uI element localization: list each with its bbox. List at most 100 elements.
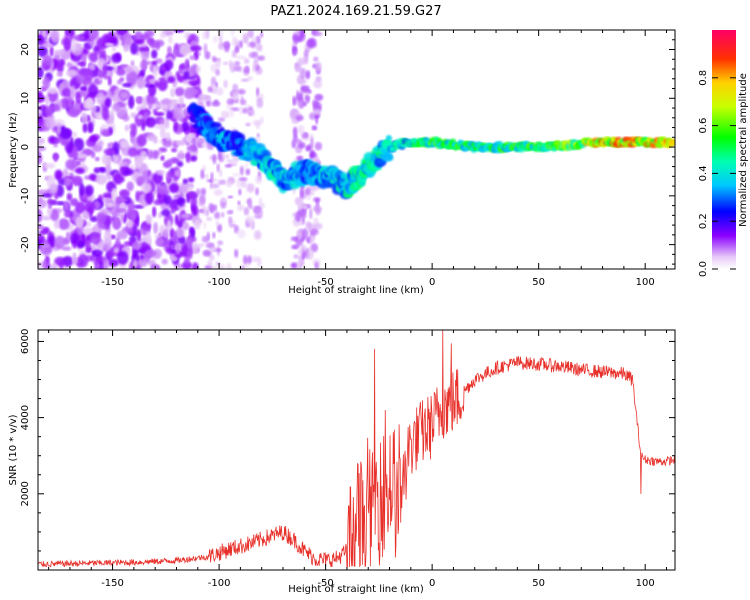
heatmap-noise-blob: [205, 209, 209, 217]
heatmap-noise-blob: [115, 208, 127, 213]
heatmap-noise-blob: [173, 120, 179, 132]
heatmap-noise-blob: [75, 201, 86, 214]
heatmap-noise-blob: [215, 219, 219, 227]
heatmap-noise-blob: [232, 83, 239, 94]
heatmap-noise-blob: [154, 81, 160, 88]
heatmap-noise-blob: [80, 112, 88, 124]
heatmap-noise-blob: [165, 171, 173, 183]
x-tick-label: -150: [101, 277, 124, 288]
heatmap-noise-blob: [207, 86, 213, 93]
heatmap-noise-blob: [135, 156, 143, 168]
heatmap-noise-blob: [85, 184, 94, 196]
heatmap-noise-blob: [243, 69, 249, 73]
heatmap-noise-blob: [255, 207, 263, 219]
heatmap-noise-blob: [234, 45, 240, 54]
heatmap-noise-blob: [147, 149, 154, 160]
heatmap-noise-blob: [293, 254, 299, 259]
heatmap-noise-blob: [254, 175, 263, 184]
heatmap-noise-blob: [303, 49, 309, 57]
heatmap-noise-blob: [45, 95, 50, 107]
heatmap-noise-blob: [202, 173, 209, 179]
heatmap-noise-blob: [307, 248, 314, 260]
snr-x-label: Height of straight line (km): [288, 584, 424, 595]
heatmap-noise-blob: [141, 199, 148, 206]
colorbar: 0.0 0.2 0.4 0.6 0.8 Normalized spectral ampl…: [698, 30, 749, 277]
heatmap-noise-blob: [292, 34, 299, 41]
heatmap-noise-blob: [314, 93, 324, 101]
heatmap-noise-blob: [226, 159, 235, 163]
heatmap-noise-blob: [160, 102, 168, 110]
heatmap-noise-blob: [298, 201, 303, 211]
heatmap-noise-blob: [295, 114, 304, 121]
heatmap-noise-blob: [174, 87, 185, 97]
heatmap-noise-blob: [232, 173, 241, 177]
heatmap-noise-blob: [301, 204, 309, 209]
colorbar-tick-label: 0.6: [698, 118, 709, 134]
heatmap-noise-blob: [253, 58, 259, 66]
heatmap-noise-blob: [62, 255, 74, 267]
heatmap-noise-blob: [54, 256, 66, 267]
heatmap-noise-blob: [242, 107, 248, 114]
heatmap-noise-blob: [38, 230, 47, 235]
heatmap-noise-blob: [73, 34, 85, 42]
heatmap-signal-blob: [210, 121, 222, 129]
heatmap-noise-blob: [161, 258, 168, 265]
heatmap-noise-blob: [138, 242, 150, 253]
heatmap-noise-blob: [238, 188, 242, 196]
heatmap-noise-blob: [202, 249, 212, 257]
heatmap-noise-blob: [180, 213, 191, 219]
heatmap-noise-blob: [82, 122, 88, 133]
heatmap-noise-blob: [187, 177, 195, 183]
heatmap-noise-blob: [252, 258, 261, 262]
heatmap-noise-blob: [45, 119, 56, 129]
heatmap-noise-blob: [75, 215, 85, 228]
heatmap-noise-blob: [312, 99, 319, 108]
x-tick-label: 100: [636, 277, 655, 288]
heatmap-noise-blob: [120, 139, 129, 149]
heatmap-noise-blob: [217, 117, 226, 122]
heatmap-noise-blob: [203, 221, 207, 230]
heatmap-noise-blob: [135, 96, 144, 104]
heatmap-noise-blob: [63, 38, 71, 51]
heatmap-noise-blob: [113, 173, 124, 185]
heatmap-noise-blob: [171, 147, 178, 153]
heatmap-noise-blob: [123, 44, 130, 52]
heatmap-noise-blob: [187, 87, 200, 96]
heatmap-noise-blob: [207, 260, 213, 267]
heatmap-noise-blob: [43, 162, 56, 169]
heatmap-noise-blob: [41, 215, 51, 221]
heatmap-noise-blob: [38, 45, 48, 58]
heatmap-noise-blob: [292, 126, 298, 137]
heatmap-noise-blob: [88, 52, 99, 63]
heatmap-noise-blob: [138, 258, 148, 268]
heatmap-noise-blob: [219, 36, 223, 46]
heatmap-noise-blob: [208, 254, 215, 261]
heatmap-noise-blob: [135, 176, 146, 187]
heatmap-noise-blob: [122, 114, 130, 122]
heatmap-noise-blob: [155, 169, 165, 176]
heatmap-noise-blob: [140, 150, 148, 160]
heatmap-noise-blob: [124, 65, 133, 74]
x-tick-label: -50: [317, 277, 333, 288]
heatmap-noise-blob: [315, 76, 322, 82]
heatmap-noise-blob: [148, 104, 153, 110]
heatmap-noise-blob: [151, 60, 158, 66]
heatmap-noise-blob: [176, 161, 184, 168]
heatmap-noise-blob: [110, 95, 117, 102]
heatmap-noise-blob: [104, 42, 115, 47]
heatmap-noise-blob: [230, 107, 240, 112]
heatmap-noise-blob: [63, 211, 71, 218]
heatmap-noise-blob: [216, 163, 221, 173]
heatmap-noise-blob: [133, 204, 145, 209]
heatmap-noise-blob: [53, 138, 61, 144]
heatmap-noise-blob: [240, 265, 245, 269]
heatmap-noise-blob: [103, 148, 116, 156]
heatmap-noise-blob: [201, 235, 210, 243]
heatmap-noise-blob: [229, 109, 235, 118]
heatmap-noise-blob: [211, 178, 218, 182]
heatmap-noise-blob: [313, 217, 319, 225]
heatmap-noise-blob: [133, 39, 145, 44]
x-tick-label: 0: [429, 277, 435, 288]
heatmap-noise-blob: [228, 223, 237, 228]
heatmap-noise-blob: [169, 183, 179, 194]
